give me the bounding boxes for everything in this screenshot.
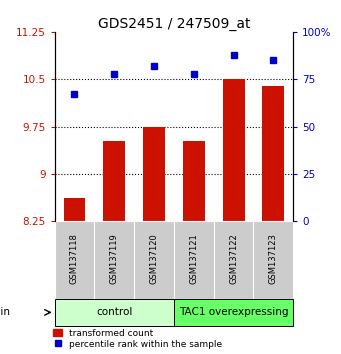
Bar [253,221,293,299]
Bar [134,221,174,299]
Bar [223,79,244,221]
Bar [174,299,293,326]
Text: GSM137118: GSM137118 [70,233,79,284]
Bar [63,198,85,221]
Title: GDS2451 / 247509_at: GDS2451 / 247509_at [98,17,250,31]
Text: GSM137122: GSM137122 [229,233,238,284]
Bar [55,221,94,299]
Bar [143,127,165,221]
Text: GSM137120: GSM137120 [149,233,159,284]
Bar [55,299,174,326]
Bar [103,141,125,221]
Bar [214,221,253,299]
Text: strain: strain [0,307,10,318]
Text: TAC1 overexpressing: TAC1 overexpressing [179,307,288,318]
Bar [174,221,214,299]
Text: GSM137119: GSM137119 [110,233,119,284]
Legend: transformed count, percentile rank within the sample: transformed count, percentile rank withi… [52,328,223,349]
Text: GSM137121: GSM137121 [189,233,198,284]
Bar [263,86,284,221]
Bar [94,221,134,299]
Text: control: control [96,307,132,318]
Text: GSM137123: GSM137123 [269,233,278,284]
Bar [183,141,205,221]
